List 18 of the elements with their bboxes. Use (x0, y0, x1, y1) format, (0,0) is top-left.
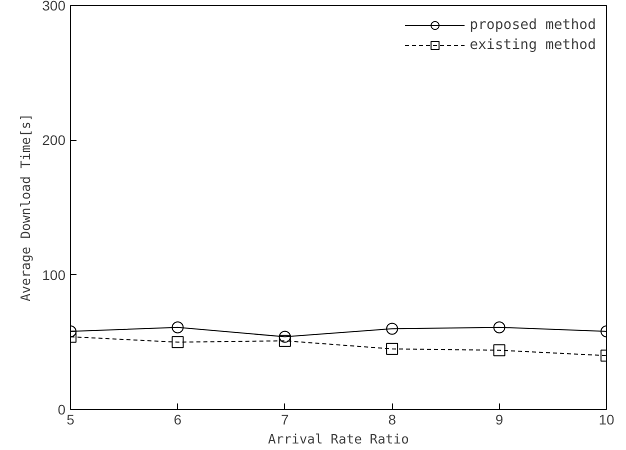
x-axis-title: Arrival Rate Ratio (268, 432, 409, 448)
x-tick-label: 8 (388, 412, 396, 428)
x-tick-label: 10 (598, 412, 614, 428)
x-tick-label: 9 (495, 412, 504, 428)
point (386, 322, 398, 335)
legend-label: proposed method (470, 17, 596, 33)
point (278, 330, 291, 343)
x-tick-label: 6 (174, 412, 182, 428)
y-axis-title: Average Download Time[s] (19, 114, 34, 302)
legend-label: existing method (470, 37, 596, 53)
point (386, 342, 398, 355)
x-tick-label: 5 (66, 412, 75, 428)
y-tick-label: 0 (58, 402, 66, 418)
y-tick-label: 200 (42, 132, 66, 148)
point (278, 334, 291, 347)
y-tick-label: 100 (42, 266, 66, 283)
x-tick-label: 7 (281, 412, 290, 428)
y-tick-label: 300 (42, 0, 66, 14)
